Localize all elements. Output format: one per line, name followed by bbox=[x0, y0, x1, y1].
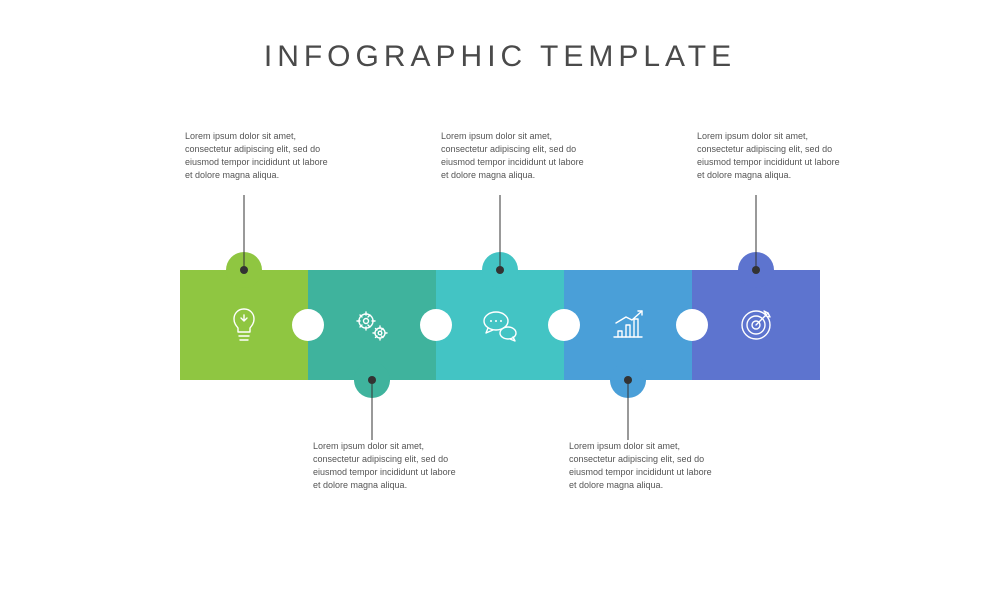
puzzle-piece-1 bbox=[308, 270, 436, 380]
leader-dot bbox=[368, 376, 376, 384]
leader-line bbox=[372, 380, 373, 440]
leader-line bbox=[628, 380, 629, 440]
piece-hole bbox=[548, 309, 580, 341]
puzzle-piece-3 bbox=[564, 270, 692, 380]
leader-dot bbox=[240, 266, 248, 274]
leader-line bbox=[500, 195, 501, 270]
target-icon bbox=[734, 303, 778, 347]
piece-hole bbox=[292, 309, 324, 341]
leader-line bbox=[756, 195, 757, 270]
callout-4: Lorem ipsum dolor sit amet, consectetur … bbox=[697, 130, 842, 182]
gears-icon bbox=[350, 303, 394, 347]
puzzle-piece-2 bbox=[436, 270, 564, 380]
callout-1: Lorem ipsum dolor sit amet, consectetur … bbox=[313, 440, 458, 492]
leader-dot bbox=[496, 266, 504, 274]
puzzle-piece-0 bbox=[180, 270, 308, 380]
puzzle-row bbox=[180, 270, 820, 380]
leader-dot bbox=[752, 266, 760, 274]
puzzle-piece-4 bbox=[692, 270, 820, 380]
leader-line bbox=[244, 195, 245, 270]
callout-0: Lorem ipsum dolor sit amet, consectetur … bbox=[185, 130, 330, 182]
leader-dot bbox=[624, 376, 632, 384]
lightbulb-icon bbox=[222, 303, 266, 347]
growth-icon bbox=[606, 303, 650, 347]
callout-3: Lorem ipsum dolor sit amet, consectetur … bbox=[569, 440, 714, 492]
piece-hole bbox=[676, 309, 708, 341]
chat-icon bbox=[478, 303, 522, 347]
piece-hole bbox=[420, 309, 452, 341]
page-title: INFOGRAPHIC TEMPLATE bbox=[0, 40, 1000, 74]
callout-2: Lorem ipsum dolor sit amet, consectetur … bbox=[441, 130, 586, 182]
